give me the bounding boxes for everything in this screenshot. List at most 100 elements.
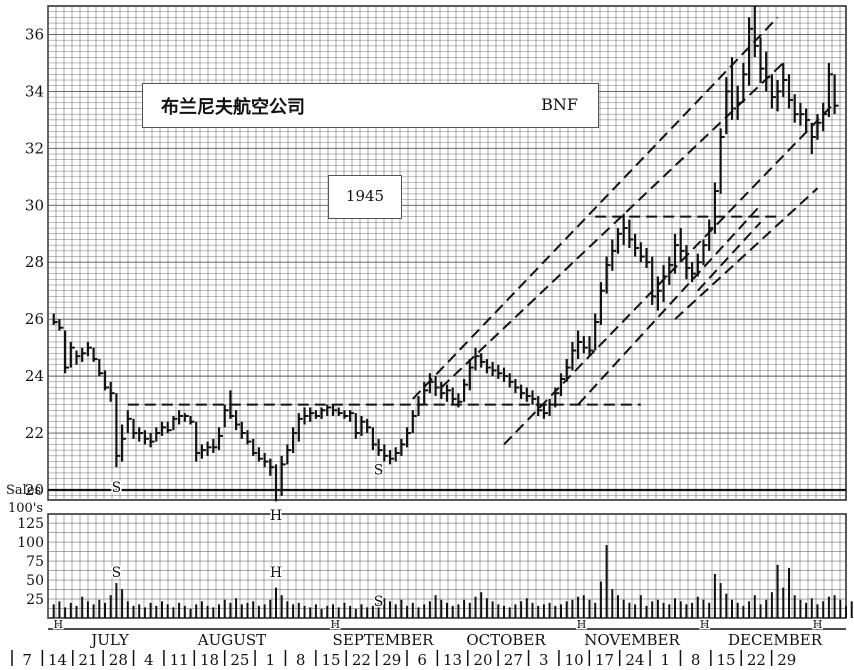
price-tick-label: 20	[25, 481, 44, 499]
price-bar	[132, 418, 138, 439]
price-bar	[178, 410, 184, 425]
chart-annotations: S H S S H S	[110, 461, 385, 611]
holiday-marker: H	[813, 618, 823, 631]
price-bar	[525, 387, 531, 402]
price-bar	[86, 341, 92, 357]
price-bar	[257, 447, 263, 462]
price-bar	[668, 256, 674, 286]
volume-axis-label-line1: Sales	[6, 483, 41, 498]
price-bar	[314, 410, 320, 419]
week-label: 21	[78, 651, 97, 669]
price-bar	[411, 410, 417, 434]
month-label: AUGUST	[197, 631, 266, 649]
price-bar	[594, 313, 600, 351]
trendline	[412, 16, 779, 400]
price-bar	[92, 347, 98, 362]
price-bar	[172, 415, 178, 431]
volume-tick-label: 75	[26, 554, 44, 570]
price-bar	[559, 373, 565, 397]
price-bar	[269, 458, 275, 476]
volume-annotation: H	[270, 565, 282, 581]
price-bar	[120, 424, 127, 462]
price-bar	[519, 384, 526, 399]
price-bar	[725, 77, 731, 135]
price-tick-label: 22	[25, 424, 44, 442]
price-annotation: H	[270, 508, 282, 524]
price-tick-label: 28	[25, 253, 44, 271]
price-bar	[229, 390, 235, 419]
price-bar	[554, 387, 560, 408]
price-bar	[206, 441, 212, 456]
week-label: 24	[625, 651, 644, 669]
volume-tick-label: 125	[17, 516, 44, 532]
holiday-marker: H	[700, 618, 710, 631]
price-bar	[565, 359, 571, 382]
price-bar	[166, 421, 172, 434]
price-bar	[388, 450, 394, 465]
price-bar	[611, 239, 617, 271]
price-bar	[235, 410, 241, 431]
price-bar	[337, 407, 343, 416]
price-bar	[138, 427, 144, 442]
price-bar	[240, 421, 246, 439]
holiday-marker: H	[330, 618, 340, 631]
week-label: 10	[565, 651, 584, 669]
x-axis: H H H H H JULY AUGUST SEPTEMBER OCTOBER NOVEMBER D…	[11, 617, 846, 669]
price-bar	[599, 282, 605, 325]
price-bar	[759, 37, 765, 83]
price-bar	[115, 393, 121, 468]
price-bar	[713, 182, 719, 234]
year-label: 1945	[345, 187, 385, 205]
price-bar	[673, 233, 679, 274]
price-bar	[622, 213, 628, 246]
week-label: 8	[296, 651, 306, 669]
price-bar	[502, 367, 508, 382]
year-box: 1945	[328, 175, 402, 219]
price-bar	[274, 464, 280, 502]
week-label: 15	[321, 651, 340, 669]
price-bar	[651, 256, 657, 305]
price-bar	[662, 265, 668, 303]
price-bar	[69, 341, 75, 368]
price-bar	[292, 427, 298, 453]
price-bar	[582, 336, 588, 354]
week-label: 15	[716, 651, 735, 669]
price-bar	[542, 404, 548, 419]
price-bar	[451, 387, 457, 405]
price-bar	[616, 228, 622, 254]
price-bar	[799, 102, 805, 126]
price-bar	[793, 94, 799, 123]
price-bar	[576, 330, 583, 360]
price-bar	[747, 17, 754, 86]
volume-grid	[47, 513, 847, 619]
week-label: 6	[417, 651, 427, 669]
y-axis-labels: 20 22 24 26 28 30 32 34 36 25 50 75 100 125	[17, 25, 44, 608]
week-label: 4	[144, 651, 154, 669]
price-bar	[297, 413, 303, 442]
price-bar	[189, 415, 195, 425]
price-bar	[833, 74, 839, 115]
price-bar	[212, 438, 218, 453]
price-bar	[588, 336, 594, 357]
price-bar	[109, 381, 115, 402]
price-bar	[827, 62, 833, 118]
price-bar	[770, 74, 776, 109]
price-bar	[149, 433, 155, 448]
week-label: 11	[170, 651, 189, 669]
month-label: DECEMBER	[728, 631, 823, 649]
price-bar	[309, 407, 315, 422]
price-bar	[457, 393, 463, 408]
price-bar	[463, 378, 469, 402]
price-bar	[753, 6, 759, 58]
price-tick-label: 24	[25, 367, 44, 385]
price-bar	[286, 444, 292, 465]
week-label: 8	[691, 651, 701, 669]
price-bar	[195, 421, 201, 462]
month-label: SEPTEMBER	[333, 631, 435, 649]
week-label: 1	[660, 651, 670, 669]
week-label: 28	[109, 651, 128, 669]
week-label: 29	[777, 651, 796, 669]
volume-tick-label: 50	[26, 573, 44, 589]
price-bar	[81, 347, 87, 362]
price-bar	[103, 370, 109, 391]
